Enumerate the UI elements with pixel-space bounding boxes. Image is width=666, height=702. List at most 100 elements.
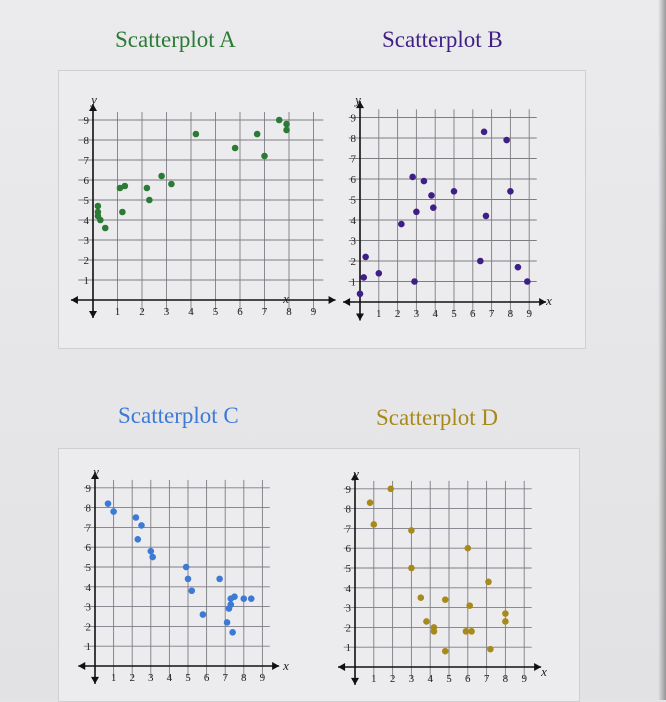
data-point [121, 182, 129, 190]
x-tick-label: 1 [115, 306, 121, 318]
y-tick-label: 9 [346, 484, 352, 496]
x-tick-label: 9 [260, 672, 266, 684]
data-point [188, 587, 196, 595]
y-axis-label: y [91, 464, 99, 479]
x-tick-label: 5 [446, 673, 452, 685]
data-point [231, 144, 239, 152]
x-tick-label: 1 [376, 308, 382, 320]
data-point [223, 619, 231, 626]
x-tick-label: 2 [390, 673, 396, 685]
x-tick-label: 1 [371, 673, 377, 685]
data-point [398, 220, 405, 228]
x-tick-label: 6 [237, 306, 243, 318]
data-point [502, 610, 509, 617]
data-point [387, 485, 395, 493]
x-axis-label: x [540, 664, 547, 679]
y-tick-label: 1 [84, 275, 90, 287]
data-point [261, 152, 268, 160]
data-point [503, 136, 510, 144]
scatterplot-d-title: Scatterplot D [376, 405, 498, 430]
data-point [199, 611, 207, 618]
data-point [283, 120, 290, 128]
data-point [411, 278, 418, 285]
data-point [441, 596, 449, 603]
y-tick-label: 3 [84, 235, 90, 247]
x-tick-label: 6 [465, 673, 471, 685]
y-axis-arrow-up [91, 471, 99, 479]
data-point [464, 544, 472, 552]
x-tick-label: 7 [484, 673, 490, 685]
x-tick-label: 9 [526, 308, 532, 320]
y-tick-label: 7 [351, 154, 357, 166]
data-point [110, 508, 117, 515]
x-axis-label: x [282, 291, 289, 306]
scatterplot-a-title: Scatterplot A [115, 27, 236, 52]
x-tick-label: 7 [222, 672, 228, 684]
data-point [138, 522, 145, 529]
x-tick-label: 4 [167, 672, 173, 684]
data-point [408, 527, 415, 534]
data-point [462, 628, 470, 635]
y-tick-label: 8 [351, 133, 357, 145]
y-tick-label: 6 [346, 543, 352, 555]
y-axis-label: y [351, 466, 359, 481]
y-tick-label: 2 [86, 621, 92, 633]
scatterplot-c-title: Scatterplot C [118, 403, 239, 428]
y-tick-label: 3 [346, 603, 352, 615]
data-point [168, 180, 175, 188]
data-point [441, 647, 449, 655]
y-axis-label: y [89, 92, 97, 107]
y-tick-label: 8 [346, 504, 352, 516]
photo-edge-shadow [658, 0, 666, 700]
x-tick-label: 3 [164, 306, 170, 318]
data-point [134, 535, 142, 543]
data-point [480, 128, 488, 136]
data-point [366, 499, 374, 506]
x-tick-label: 8 [286, 306, 292, 318]
y-axis-arrow-up [89, 104, 97, 111]
y-tick-label: 5 [346, 563, 352, 575]
y-tick-label: 1 [351, 277, 357, 289]
y-tick-label: 5 [86, 562, 92, 574]
x-axis-label: x [545, 293, 552, 308]
y-tick-label: 5 [84, 195, 90, 207]
data-point [430, 624, 438, 631]
y-tick-label: 4 [84, 215, 90, 227]
y-tick-label: 8 [86, 503, 92, 515]
x-tick-label: 8 [241, 672, 247, 684]
data-point [143, 184, 151, 192]
data-point [231, 593, 238, 600]
x-tick-label: 3 [409, 673, 415, 685]
data-point [417, 594, 425, 601]
data-point [247, 595, 255, 602]
y-tick-label: 2 [346, 622, 352, 634]
data-point [184, 575, 192, 583]
data-point [147, 547, 155, 555]
x-axis-arrow-right [272, 662, 280, 670]
x-axis-arrow-right [328, 296, 336, 304]
y-axis-arrow-down [89, 311, 97, 318]
data-point [104, 500, 112, 507]
y-axis-arrow-down [91, 676, 99, 684]
x-tick-label: 8 [508, 308, 514, 320]
data-point [101, 224, 109, 232]
x-tick-label: 9 [521, 673, 527, 685]
x-tick-label: 5 [185, 672, 191, 684]
y-tick-label: 5 [351, 195, 357, 207]
data-point [408, 564, 415, 572]
y-axis-arrow-down [356, 313, 364, 321]
data-point [413, 208, 420, 216]
x-tick-label: 3 [148, 672, 154, 684]
data-point [240, 595, 248, 602]
x-tick-label: 7 [489, 308, 495, 320]
y-tick-label: 6 [86, 542, 92, 554]
data-point [507, 188, 514, 195]
x-axis-arrow-left [70, 296, 78, 304]
data-point [149, 553, 156, 561]
data-point [370, 521, 378, 528]
data-point [502, 618, 509, 625]
x-tick-label: 3 [414, 308, 420, 320]
data-point [428, 192, 435, 199]
x-tick-label: 5 [213, 306, 219, 318]
